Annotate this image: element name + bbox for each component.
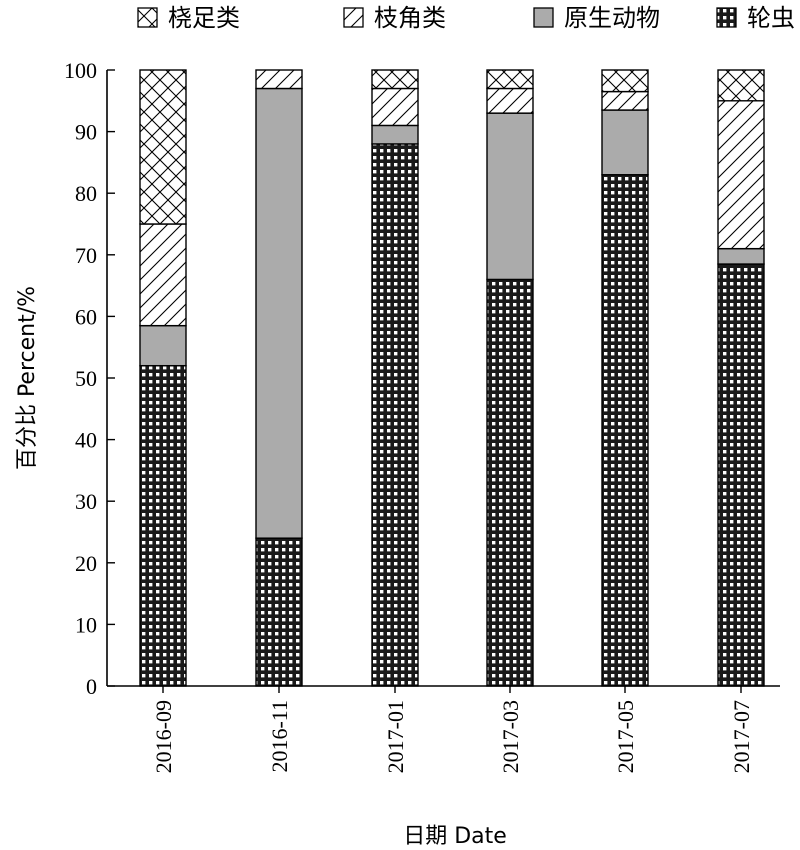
bar-2016-11-series-0 bbox=[255, 537, 303, 687]
y-tick-label-20: 20 bbox=[75, 551, 97, 576]
axes-layer bbox=[106, 70, 780, 687]
bar-2017-05-series-2 bbox=[601, 90, 649, 111]
bar-2017-05-series-1 bbox=[601, 109, 649, 176]
y-tick-label-30: 30 bbox=[75, 489, 97, 514]
y-tick-label-80: 80 bbox=[75, 181, 97, 206]
bar-2017-03-series-2 bbox=[486, 87, 534, 114]
bar-2017-01-series-3 bbox=[371, 69, 419, 90]
bars-layer bbox=[139, 69, 765, 687]
y-tick-label-100: 100 bbox=[64, 58, 97, 83]
y-tick-label-60: 60 bbox=[75, 304, 97, 329]
legend-swatch-3 bbox=[716, 7, 737, 28]
bar-2017-01-series-2 bbox=[371, 87, 419, 127]
x-axis-title: 日期 Date bbox=[403, 824, 507, 849]
legend-label-2: 原生动物 bbox=[564, 4, 660, 32]
legend-swatch-2 bbox=[533, 7, 554, 28]
y-ticks: 0 10 20 30 40 50 60 70 80 90 100 bbox=[64, 58, 115, 699]
bar-2017-07-series-1 bbox=[717, 247, 765, 265]
bar-2017-03-series-0 bbox=[486, 278, 534, 687]
bar-2017-01-series-0 bbox=[371, 143, 419, 687]
y-tick-label-70: 70 bbox=[75, 243, 97, 268]
legend-label-1: 枝角类 bbox=[374, 4, 446, 32]
bar-2017-05-series-0 bbox=[601, 174, 649, 687]
x-ticks: 2016-09 2016-11 2017-01 2017-03 2017-05 2017-… bbox=[151, 686, 754, 773]
y-tick-label-40: 40 bbox=[75, 428, 97, 453]
bar-2017-07-series-2 bbox=[717, 100, 765, 250]
y-axis-title: 百分比 Percent/% bbox=[15, 286, 40, 470]
bar-2017-03-series-3 bbox=[486, 69, 534, 90]
legend-label-3: 轮虫 bbox=[747, 4, 795, 32]
bar-2016-09-series-1 bbox=[139, 324, 187, 367]
legend: 桡足类 枝角类 原生动物 轮虫 bbox=[137, 4, 795, 32]
x-tick-label-2017-03: 2017-03 bbox=[498, 700, 523, 773]
bar-2017-05-series-3 bbox=[601, 69, 649, 93]
y-tick-label-0: 0 bbox=[86, 674, 97, 699]
bar-2016-09-series-3 bbox=[139, 69, 187, 225]
legend-swatch-0 bbox=[137, 7, 158, 28]
bar-2016-11-series-1 bbox=[255, 87, 303, 539]
bar-2016-11-series-2 bbox=[255, 69, 303, 90]
x-tick-label-2017-01: 2017-01 bbox=[383, 700, 408, 773]
legend-swatch-1 bbox=[343, 7, 364, 28]
bar-2017-07-series-3 bbox=[717, 69, 765, 102]
legend-label-0: 桡足类 bbox=[168, 4, 240, 32]
bar-2017-03-series-1 bbox=[486, 112, 534, 281]
x-tick-label-2017-07: 2017-07 bbox=[729, 700, 754, 773]
bar-2016-09-series-0 bbox=[139, 364, 187, 687]
x-tick-label-2017-05: 2017-05 bbox=[613, 700, 638, 773]
bar-2017-01-series-1 bbox=[371, 124, 419, 145]
y-tick-label-90: 90 bbox=[75, 120, 97, 145]
bar-2016-09-series-2 bbox=[139, 223, 187, 327]
bar-2017-07-series-0 bbox=[717, 263, 765, 687]
x-tick-label-2016-09: 2016-09 bbox=[151, 700, 176, 773]
y-tick-label-10: 10 bbox=[75, 612, 97, 637]
x-tick-label-2016-11: 2016-11 bbox=[267, 700, 292, 773]
y-tick-label-50: 50 bbox=[75, 366, 97, 391]
